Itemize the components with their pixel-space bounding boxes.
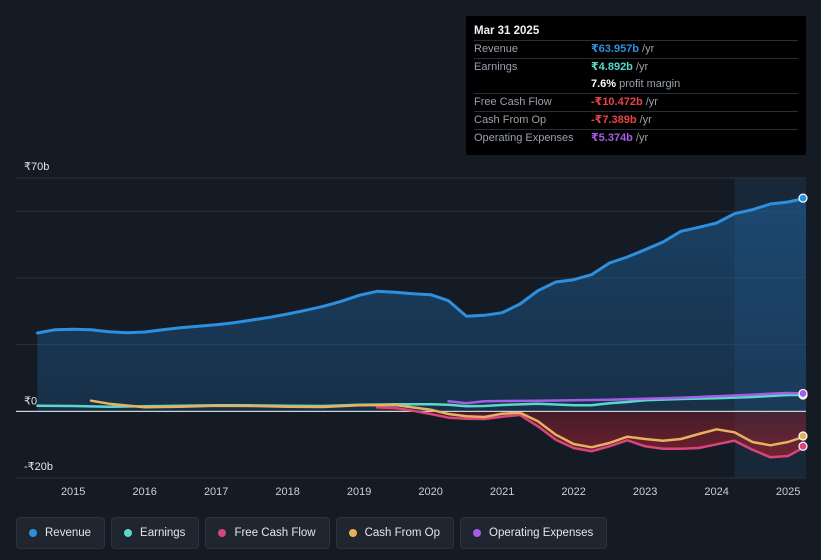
tooltip-row-value: ₹5.374b (591, 132, 633, 144)
legend-label: Free Cash Flow (234, 527, 316, 539)
series-fill-free-cash-flow (377, 407, 806, 458)
series-end-marker (798, 441, 808, 451)
y-tick-label: ₹70b (24, 161, 49, 173)
tooltip-row: Operating Expenses ₹5.374b/yr (474, 129, 798, 147)
tooltip-row: Earnings ₹4.892b/yr (474, 58, 798, 76)
tooltip-row-unit: /yr (635, 132, 649, 144)
legend-dot-icon (124, 529, 133, 537)
tooltip-row-label: Earnings (474, 61, 518, 73)
tooltip-row-unit: /yr (639, 114, 652, 126)
tooltip-row-value: ₹63.957b (591, 43, 640, 55)
legend-item-cash-from-op[interactable]: Cash From Op (335, 517, 455, 549)
chart-legend: Revenue Earnings Free Cash Flow Cash From O… (16, 517, 608, 549)
tooltip-row-label: Free Cash Flow (474, 96, 552, 108)
tooltip-row-unit: profit margin (619, 78, 681, 90)
x-tick-label: 2021 (490, 486, 514, 498)
x-tick-label: 2024 (704, 486, 728, 498)
tooltip-row-unit: /yr (645, 96, 658, 108)
legend-label: Earnings (140, 527, 186, 539)
series-line-cash-from-op (89, 399, 808, 449)
legend-dot-icon (473, 529, 482, 537)
x-tick-label: 2022 (561, 486, 585, 498)
tooltip-row-label: Cash From Op (474, 114, 547, 126)
legend-item-revenue[interactable]: Revenue (16, 517, 106, 549)
tooltip-panel: Mar 31 2025 Revenue ₹63.957b/yr Earnings ₹4… (466, 16, 806, 155)
series-end-marker (798, 193, 808, 203)
tooltip-row-label: Revenue (474, 43, 519, 55)
tooltip-row-value: -₹7.389b (591, 114, 637, 126)
x-tick-label: 2015 (61, 486, 85, 498)
y-tick-label: ₹0 (24, 395, 37, 407)
tooltip-row-unit: /yr (635, 61, 649, 73)
tooltip-row-value: 7.6% (591, 78, 617, 90)
legend-label: Cash From Op (364, 527, 441, 539)
x-tick-label: 2016 (132, 486, 156, 498)
tooltip-row-label (474, 76, 591, 93)
tooltip-row: Revenue ₹63.957b/yr (474, 40, 798, 58)
x-tick-label: 2023 (633, 486, 657, 498)
x-tick-label: 2019 (347, 486, 371, 498)
tooltip-row-unit: /yr (642, 43, 655, 55)
series-line-revenue (35, 196, 808, 335)
series-end-marker (798, 388, 808, 399)
tooltip-row-label: Operating Expenses (474, 132, 574, 144)
series-fill-revenue (37, 198, 806, 412)
x-tick-label: 2018 (275, 486, 299, 498)
tooltip-row-value: -₹10.472b (591, 96, 643, 108)
y-tick-label: -₹20b (24, 461, 53, 473)
legend-label: Revenue (45, 527, 92, 539)
series-line-free-cash-flow (375, 406, 808, 459)
legend-dot-icon (348, 529, 357, 537)
x-tick-label: 2017 (204, 486, 228, 498)
legend-item-operating-expenses[interactable]: Operating Expenses (460, 517, 608, 549)
x-tick-label: 2020 (418, 486, 442, 498)
series-end-marker (798, 431, 808, 441)
tooltip-date: Mar 31 2025 (474, 25, 540, 37)
legend-item-free-cash-flow[interactable]: Free Cash Flow (205, 517, 330, 549)
tooltip-row: Free Cash Flow -₹10.472b/yr (474, 93, 798, 111)
x-tick-label: 2025 (776, 486, 800, 498)
legend-dot-icon (218, 529, 227, 537)
legend-dot-icon (29, 529, 37, 537)
legend-item-earnings[interactable]: Earnings (111, 517, 200, 549)
series-line-operating-expenses (447, 391, 808, 405)
tooltip-row: 7.6% profit margin (474, 76, 798, 93)
tooltip-row-value: ₹4.892b (591, 61, 633, 73)
tooltip-row: Cash From Op -₹7.389b/yr (474, 111, 798, 129)
legend-label: Operating Expenses (489, 527, 594, 539)
